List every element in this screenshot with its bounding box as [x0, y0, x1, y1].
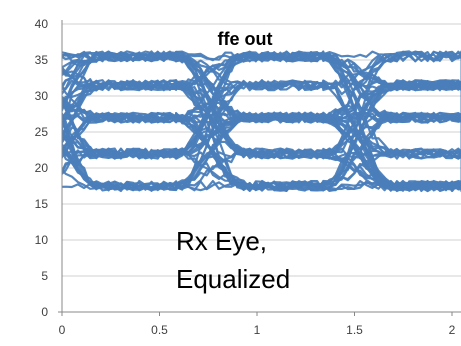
eye-trace	[62, 112, 461, 192]
y-tick-labels: 0 5 10 15 20 25 30 35 40	[35, 17, 49, 319]
eye-trace	[62, 79, 461, 191]
eye-trace	[62, 51, 461, 160]
eye-trace	[62, 51, 461, 192]
eye-trace	[62, 50, 461, 160]
eye-trace	[62, 79, 461, 192]
eye-trace	[62, 79, 461, 174]
eye-trace	[62, 111, 461, 160]
eye-trace	[62, 51, 461, 192]
eye-trace	[62, 99, 461, 192]
x-tick-label-2: 2	[449, 323, 456, 337]
axes	[58, 20, 461, 316]
eye-trace	[62, 51, 461, 192]
x-tick-labels: 0 0.5 1 1.5 2	[59, 323, 456, 337]
y-tick-label-40: 40	[35, 17, 49, 31]
eye-trace	[62, 50, 461, 124]
eye-trace	[62, 79, 461, 192]
annotation-line-2: Equalized	[176, 264, 290, 294]
x-tick-label-1: 1	[254, 323, 261, 337]
y-tick-label-0: 0	[41, 305, 48, 319]
eye-trace	[62, 79, 461, 160]
eye-traces	[62, 50, 461, 193]
eye-trace	[62, 70, 461, 159]
eye-trace	[62, 50, 461, 124]
y-tick-label-25: 25	[35, 125, 49, 139]
eye-trace	[62, 50, 461, 192]
eye-trace	[62, 79, 461, 192]
annotation-line-1: Rx Eye,	[176, 226, 267, 256]
x-tick-label-0.5: 0.5	[151, 323, 168, 337]
y-tick-label-15: 15	[35, 197, 49, 211]
eye-trace	[62, 50, 461, 122]
eye-trace	[62, 80, 461, 192]
eye-trace	[62, 50, 461, 160]
eye-trace	[62, 79, 461, 192]
eye-trace	[62, 50, 461, 160]
y-tick-label-20: 20	[35, 161, 49, 175]
y-tick-label-35: 35	[35, 53, 49, 67]
y-tick-label-10: 10	[35, 233, 49, 247]
eye-trace	[62, 80, 461, 192]
eye-trace	[62, 81, 461, 192]
eye-trace	[62, 50, 461, 132]
chart-title: ffe out	[218, 29, 273, 49]
eye-trace	[62, 50, 461, 160]
y-tick-label-5: 5	[41, 269, 48, 283]
eye-trace	[62, 79, 461, 192]
eye-trace	[62, 79, 461, 193]
x-tick-label-0: 0	[59, 323, 66, 337]
y-tick-label-30: 30	[35, 89, 49, 103]
eye-trace	[62, 50, 461, 192]
eye-trace	[62, 79, 461, 192]
eye-trace	[62, 111, 461, 192]
x-tick-label-1.5: 1.5	[346, 323, 363, 337]
eye-trace	[62, 111, 461, 192]
eye-trace	[62, 79, 461, 159]
